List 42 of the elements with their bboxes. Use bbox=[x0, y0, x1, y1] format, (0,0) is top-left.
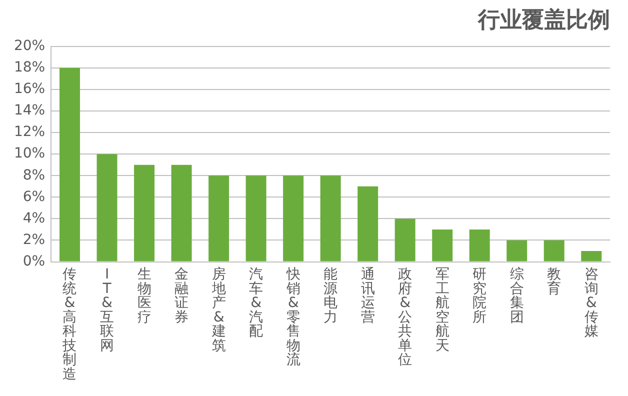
bar bbox=[320, 176, 341, 262]
x-tick-label: 生物医疗 bbox=[137, 266, 152, 326]
bar bbox=[469, 229, 490, 262]
x-tick-label: 房地产&建筑 bbox=[210, 266, 226, 354]
x-tick-label: 汽车&汽配 bbox=[249, 266, 264, 340]
x-tick-label: 快销&零售物流 bbox=[285, 266, 300, 368]
x-tick-label: 金融证券 bbox=[174, 266, 189, 326]
x-tick-label: 政府&公共单位 bbox=[398, 266, 412, 368]
bar bbox=[134, 164, 155, 262]
y-tick-label: 10% bbox=[14, 146, 46, 162]
bar bbox=[358, 186, 378, 262]
x-tick-label: 通讯运营 bbox=[360, 266, 375, 326]
x-tick-label: 综合集团 bbox=[510, 266, 524, 326]
chart-title: 行业覆盖比例 bbox=[477, 6, 610, 33]
bar bbox=[246, 176, 266, 262]
x-tick-label: 传统&高科技制造 bbox=[62, 266, 77, 382]
x-tick-label: 教育 bbox=[547, 266, 562, 297]
bar bbox=[432, 229, 453, 262]
bar bbox=[96, 154, 118, 262]
y-tick-label: 16% bbox=[14, 81, 46, 98]
x-tick-label: IT&互联网 bbox=[100, 266, 114, 354]
y-tick-label: 2% bbox=[22, 232, 46, 248]
bar bbox=[171, 164, 192, 262]
y-tick-label: 18% bbox=[14, 60, 46, 76]
x-tick-label: 军工航空航天 bbox=[435, 266, 450, 354]
y-tick-label: 20% bbox=[14, 38, 46, 54]
bar bbox=[283, 176, 304, 262]
y-tick-label: 14% bbox=[14, 102, 46, 119]
x-tick-label: 咨询&传媒 bbox=[584, 266, 598, 340]
y-tick-label: 4% bbox=[22, 210, 46, 226]
bar bbox=[544, 240, 564, 262]
bar bbox=[581, 250, 602, 262]
y-tick-label: 6% bbox=[22, 188, 46, 205]
bar bbox=[506, 240, 528, 262]
y-tick-label: 12% bbox=[14, 124, 46, 140]
bar bbox=[60, 68, 80, 262]
y-tick-label: 0% bbox=[22, 253, 46, 270]
x-tick-label: 能源电力 bbox=[324, 266, 338, 326]
y-tick-label: 8% bbox=[22, 167, 46, 184]
bar bbox=[394, 218, 416, 262]
x-tick-label: 研究院所 bbox=[472, 266, 487, 326]
bar bbox=[208, 176, 230, 262]
